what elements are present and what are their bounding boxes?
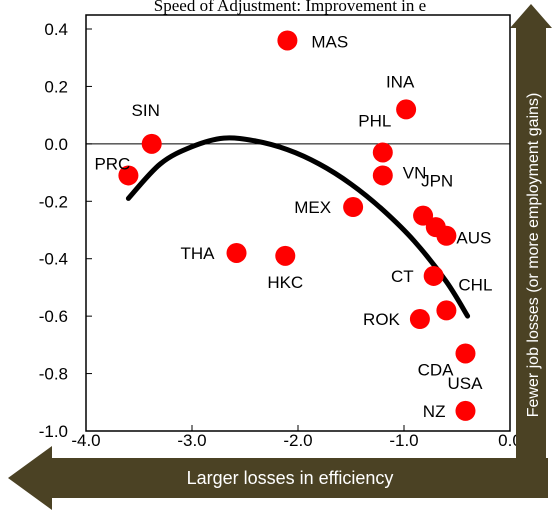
label-chl: CHL [458, 275, 492, 294]
y-tick-label: -0.6 [39, 307, 68, 326]
y-tick-label: -1.0 [39, 422, 68, 441]
x-tick-label: -2.0 [283, 431, 312, 450]
point-tha [226, 242, 247, 263]
label-jpn: JPN [421, 172, 453, 191]
y-tick-label: 0.2 [44, 77, 68, 96]
y-axis: 0.4 0.2 0.0 -0.2 -0.4 -0.6 -0.8 -1.0 [39, 20, 92, 441]
x-axis-arrow-banner [8, 446, 548, 510]
data-points [118, 30, 476, 421]
point-phl [372, 142, 393, 163]
point-ina [396, 99, 417, 120]
x-axis: -4.0 -3.0 -2.0 -1.0 0.0 [71, 425, 522, 450]
label-hkc: HKC [267, 273, 303, 292]
label-mas: MAS [311, 32, 348, 51]
y-tick-label: -0.8 [39, 365, 68, 384]
point-hkc [275, 245, 296, 266]
label-nz: NZ [423, 402, 446, 421]
point-aus [436, 225, 457, 246]
y-axis-arrow-banner [510, 4, 552, 468]
label-vn: VN [403, 163, 427, 182]
y-tick-label: 0.4 [44, 20, 68, 39]
point-mex [343, 197, 364, 218]
x-tick-label: -3.0 [177, 431, 206, 450]
chart-title-fragment: Speed of Adjustment: Improvement in e [154, 0, 426, 15]
point-rok [409, 309, 430, 330]
label-usa: USA [447, 374, 483, 393]
x-tick-label: -1.0 [389, 431, 418, 450]
label-prc: PRC [94, 154, 130, 173]
label-aus: AUS [456, 229, 491, 248]
label-mex: MEX [294, 198, 331, 217]
label-ina: INA [386, 72, 415, 91]
point-vn [372, 165, 393, 186]
point-nz [455, 400, 476, 421]
x-tick-label: -4.0 [71, 431, 100, 450]
point-jpn [413, 205, 434, 226]
label-rok: ROK [363, 310, 401, 329]
point-cda [455, 343, 476, 364]
label-tha: THA [181, 244, 216, 263]
label-ct: CT [391, 267, 414, 286]
point-ct [423, 265, 444, 286]
y-tick-label: -0.4 [39, 250, 68, 269]
trend-curve [125, 135, 471, 319]
y-tick-label: -0.2 [39, 192, 68, 211]
x-axis-label: Larger losses in efficiency [187, 468, 394, 488]
point-sin [141, 133, 162, 154]
point-mas [277, 30, 298, 51]
label-cda: CDA [418, 360, 455, 379]
label-sin: SIN [132, 101, 160, 120]
label-phl: PHL [358, 111, 391, 130]
point-chl [436, 300, 457, 321]
point-labels: MAS INA SIN PHL PRC VN MEX JPN AUS THA HKC CT CHL ROK… [94, 32, 492, 420]
x-tick-label: 0.0 [498, 431, 522, 450]
point-prc [118, 165, 139, 186]
y-tick-label: 0.0 [44, 135, 68, 154]
y-axis-label: Fewer job losses (or more employment gai… [525, 93, 542, 418]
